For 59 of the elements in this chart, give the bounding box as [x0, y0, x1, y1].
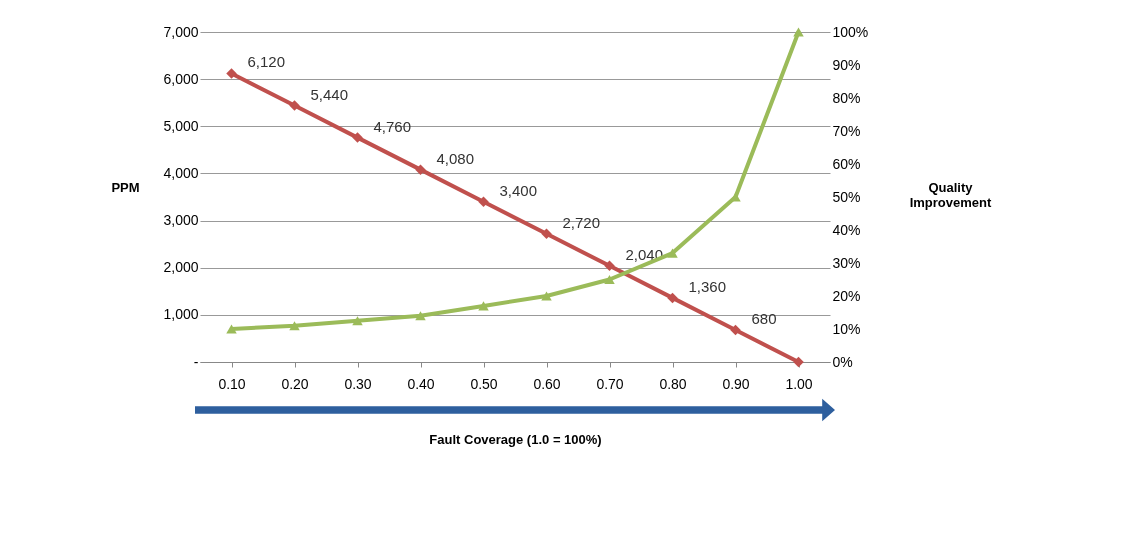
y2-tick-label: 0% [832, 353, 853, 370]
point [730, 324, 741, 336]
point [478, 196, 489, 207]
point [667, 248, 678, 258]
data-label: 4,760 [373, 117, 412, 135]
y2-tick-label: 50% [832, 188, 861, 205]
x-tick-label: 0.20 [281, 375, 309, 392]
y-tick-label: 4,000 [163, 164, 199, 181]
point [478, 301, 489, 311]
y-tick-label: 1,000 [163, 306, 199, 323]
y-tick-label: 7,000 [163, 23, 199, 40]
data-label: 5,440 [310, 85, 349, 103]
x-tick-label: 0.30 [344, 375, 372, 392]
y2-axis-title: Quality Improvement [909, 179, 992, 210]
y-tick-label: 3,000 [163, 212, 199, 229]
data-label: 1,360 [688, 277, 727, 295]
x-tick-label: 0.10 [218, 375, 246, 392]
point [793, 356, 804, 368]
x-tick-label: 0.90 [722, 375, 750, 392]
point [541, 291, 552, 301]
point [226, 68, 237, 79]
y-tick-label: 6,000 [163, 70, 199, 87]
y-tick-label: 5,000 [163, 117, 199, 134]
point [667, 292, 678, 304]
x-tick-label: 0.70 [596, 375, 624, 392]
x-tick-label: 0.60 [533, 375, 561, 392]
data-label: 680 [751, 309, 777, 327]
point [604, 260, 615, 272]
x-tick-label: 0.40 [407, 375, 435, 392]
y-tick-label: 2,000 [163, 259, 199, 276]
y-tick-label: - [193, 353, 199, 370]
data-label: 3,400 [499, 181, 538, 199]
x-axis-title: Fault Coverage (1.0 = 100%) [429, 431, 602, 447]
point [415, 164, 426, 175]
y2-tick-label: 40% [832, 221, 861, 238]
data-label: 2,720 [562, 213, 601, 231]
y2-tick-label: 60% [832, 155, 861, 172]
point [289, 321, 300, 331]
y-axis-title: PPM [111, 179, 140, 195]
point [415, 311, 426, 321]
x-tick-label: 1.00 [785, 375, 813, 392]
data-label: 6,120 [247, 53, 286, 71]
point [226, 324, 237, 334]
x-tick-label: 0.50 [470, 375, 498, 392]
point [604, 274, 615, 285]
point [541, 228, 552, 240]
y2-tick-label: 20% [832, 287, 861, 304]
data-label: 4,080 [436, 149, 475, 167]
y2-tick-label: 10% [832, 320, 861, 337]
y2-tick-label: 30% [832, 254, 861, 271]
y2-tick-label: 80% [832, 89, 861, 106]
y2-tick-label: 90% [832, 56, 861, 73]
point [352, 132, 363, 143]
x-tick-label: 0.80 [659, 375, 687, 392]
point [793, 27, 804, 37]
y2-tick-label: 100% [832, 23, 869, 40]
point [352, 316, 363, 326]
y2-tick-label: 70% [832, 122, 861, 139]
point [289, 100, 300, 111]
